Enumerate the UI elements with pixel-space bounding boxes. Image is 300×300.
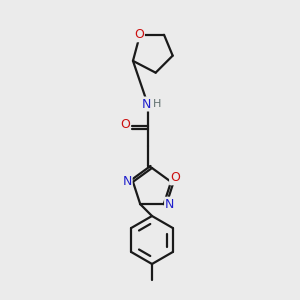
Text: O: O	[134, 28, 144, 41]
Text: H: H	[153, 99, 161, 109]
Text: N: N	[165, 198, 174, 211]
Text: N: N	[122, 175, 132, 188]
Text: O: O	[120, 118, 130, 131]
Text: N: N	[141, 98, 151, 110]
Text: O: O	[170, 171, 180, 184]
